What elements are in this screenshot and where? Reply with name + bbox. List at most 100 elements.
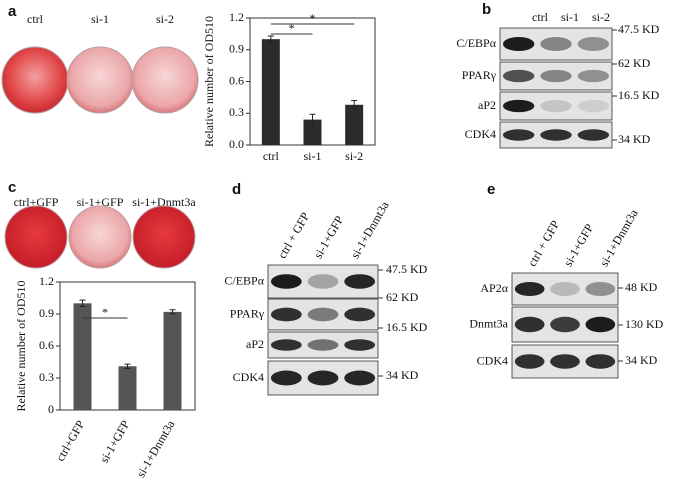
band bbox=[514, 281, 545, 297]
protein-label: Dnmt3a bbox=[469, 316, 508, 330]
lane-label: si-1+Dnmt3a bbox=[597, 206, 641, 269]
blot-row bbox=[499, 61, 613, 91]
error-bar bbox=[351, 100, 358, 110]
band bbox=[540, 129, 572, 141]
band bbox=[307, 307, 339, 322]
bar bbox=[261, 39, 280, 145]
band bbox=[577, 99, 610, 113]
band bbox=[514, 354, 545, 369]
well bbox=[4, 205, 68, 269]
well-label: ctrl bbox=[27, 12, 44, 26]
y-tick-label: 1.2 bbox=[229, 10, 244, 24]
error-bar bbox=[124, 363, 131, 369]
band bbox=[502, 99, 535, 113]
band bbox=[540, 36, 572, 52]
y-tick-label: 0.9 bbox=[229, 42, 244, 56]
band bbox=[270, 307, 302, 322]
bar bbox=[118, 366, 137, 410]
error-bar bbox=[79, 299, 86, 308]
protein-label: AP2α bbox=[480, 281, 508, 295]
protein-label: PPARγ bbox=[462, 68, 497, 82]
x-tick-label: si-1 bbox=[304, 149, 322, 163]
bar bbox=[73, 303, 92, 410]
panel-label: e bbox=[487, 181, 495, 198]
significance-label: * bbox=[289, 21, 295, 35]
error-bar bbox=[309, 113, 316, 126]
band bbox=[550, 316, 580, 333]
lane-label: ctrl bbox=[532, 10, 549, 24]
size-label: 16.5 KD bbox=[386, 320, 428, 334]
lane-label: si-1 bbox=[561, 10, 579, 24]
size-label: 16.5 KD bbox=[618, 88, 660, 102]
well-label: si-1+GFP bbox=[77, 195, 124, 209]
band bbox=[344, 307, 376, 322]
well bbox=[132, 205, 196, 269]
band bbox=[270, 370, 302, 386]
band bbox=[502, 36, 535, 52]
band bbox=[577, 36, 610, 52]
lane-label: ctrl + GFP bbox=[275, 210, 313, 261]
x-tick-label: si-2 bbox=[345, 149, 363, 163]
size-label: 34 KD bbox=[618, 132, 651, 146]
band bbox=[307, 370, 339, 386]
band bbox=[270, 274, 302, 289]
y-tick-label: 0 bbox=[48, 402, 54, 416]
bar bbox=[345, 104, 364, 145]
significance-label: * bbox=[310, 11, 316, 25]
well-label: ctrl+GFP bbox=[14, 195, 59, 209]
protein-label: CDK4 bbox=[233, 370, 264, 384]
y-axis-label: Relative number of OD510 bbox=[202, 16, 216, 147]
protein-label: aP2 bbox=[478, 98, 496, 112]
y-tick-label: 0.9 bbox=[39, 306, 54, 320]
protein-label: C/EBPα bbox=[456, 36, 496, 50]
band bbox=[540, 69, 572, 83]
size-label: 47.5 KD bbox=[618, 22, 660, 36]
band bbox=[585, 354, 616, 369]
band bbox=[540, 99, 572, 113]
bar bbox=[163, 311, 182, 410]
size-label: 34 KD bbox=[386, 368, 419, 382]
band bbox=[550, 281, 580, 297]
x-tick-label: ctrl bbox=[263, 149, 280, 163]
band bbox=[577, 69, 610, 83]
well bbox=[68, 205, 132, 269]
lane-label: si-1+GFP bbox=[311, 213, 347, 261]
protein-label: CDK4 bbox=[477, 353, 508, 367]
band bbox=[577, 129, 610, 141]
band bbox=[307, 274, 339, 289]
lane-label: si-1+GFP bbox=[561, 221, 597, 269]
lane-label: si-2 bbox=[592, 10, 610, 24]
y-tick-label: 0.6 bbox=[39, 338, 54, 352]
band bbox=[270, 339, 302, 351]
panel-label: a bbox=[8, 3, 17, 20]
x-tick-label: si-1+GFP bbox=[97, 418, 133, 466]
lane-label: ctrl + GFP bbox=[525, 218, 563, 269]
band bbox=[550, 354, 580, 369]
y-axis-label: Relative number of OD510 bbox=[14, 281, 28, 412]
protein-label: PPARγ bbox=[230, 306, 265, 320]
well bbox=[66, 46, 134, 114]
panel-label: b bbox=[482, 1, 491, 18]
size-label: 47.5 KD bbox=[386, 262, 428, 276]
size-label: 48 KD bbox=[625, 280, 658, 294]
y-tick-label: 0.6 bbox=[229, 73, 244, 87]
y-tick-label: 0.3 bbox=[39, 370, 54, 384]
protein-label: CDK4 bbox=[465, 127, 496, 141]
bar bbox=[303, 119, 322, 145]
well-label: si-1 bbox=[91, 12, 109, 26]
error-bar bbox=[267, 35, 274, 43]
band bbox=[502, 69, 535, 83]
panel-label: d bbox=[232, 181, 241, 198]
band bbox=[502, 129, 535, 141]
band bbox=[307, 339, 339, 351]
well-label: si-1+Dnmt3a bbox=[132, 195, 196, 209]
x-tick-label: ctrl+GFP bbox=[53, 418, 88, 464]
size-label: 62 KD bbox=[618, 56, 651, 70]
lane-label: si-1+Dnmt3a bbox=[348, 198, 392, 261]
size-label: 130 KD bbox=[625, 317, 664, 331]
protein-label: C/EBPα bbox=[224, 273, 264, 287]
band bbox=[585, 281, 616, 297]
band bbox=[344, 339, 376, 351]
band bbox=[344, 370, 376, 386]
